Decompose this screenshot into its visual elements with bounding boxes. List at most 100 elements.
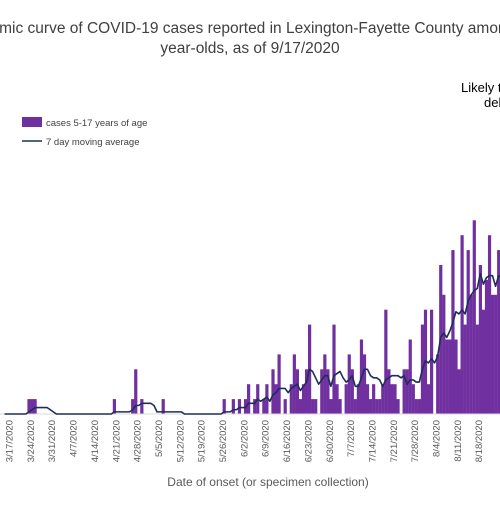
bar-day-144 bbox=[442, 294, 446, 414]
bar-day-123 bbox=[378, 399, 382, 414]
x-axis-label: Date of onset (or specimen collection) bbox=[167, 475, 368, 489]
bar-day-145 bbox=[445, 339, 449, 414]
bar-day-105 bbox=[323, 354, 327, 414]
x-tick-label: 7/28/2020 bbox=[410, 420, 421, 462]
bar-day-139 bbox=[426, 384, 431, 414]
bar-day-121 bbox=[372, 384, 376, 414]
bar-day-72 bbox=[222, 399, 226, 414]
x-tick-label: 3/17/2020 bbox=[5, 420, 16, 462]
bar-day-158 bbox=[484, 279, 489, 414]
bar-day-113 bbox=[347, 354, 351, 414]
x-tick-label: 5/5/2020 bbox=[154, 420, 165, 457]
bar-day-116 bbox=[356, 384, 360, 414]
bar-day-102 bbox=[314, 399, 318, 414]
chart-title-line-2: year-olds, as of 9/17/2020 bbox=[160, 40, 340, 57]
bar-day-120 bbox=[369, 399, 373, 414]
bar-day-124 bbox=[381, 384, 385, 414]
bar-day-77 bbox=[237, 399, 242, 414]
bar-day-127 bbox=[390, 384, 394, 414]
moving-average-line bbox=[4, 272, 500, 415]
bar-day-128 bbox=[393, 384, 397, 414]
bar-day-94 bbox=[289, 384, 293, 414]
x-tick-label: 5/19/2020 bbox=[197, 420, 208, 462]
bar-day-82 bbox=[253, 399, 257, 414]
bar-day-132 bbox=[405, 369, 409, 414]
bar-day-95 bbox=[292, 354, 296, 414]
bar-day-89 bbox=[274, 384, 278, 414]
annotation-line-1: Likely t bbox=[461, 80, 500, 95]
bar-day-154 bbox=[472, 220, 476, 414]
x-tick-label: 4/28/2020 bbox=[133, 420, 144, 462]
legend-bar-swatch bbox=[22, 117, 42, 127]
bar-day-86 bbox=[265, 384, 269, 414]
x-tick-label: 7/21/2020 bbox=[389, 420, 400, 462]
bar-day-140 bbox=[430, 309, 434, 414]
bar-day-101 bbox=[311, 399, 315, 414]
bar-day-108 bbox=[332, 324, 336, 414]
bar-day-159 bbox=[487, 235, 492, 414]
bar-day-151 bbox=[463, 324, 467, 414]
bar-day-10 bbox=[33, 399, 37, 414]
x-tick-labels: 3/17/2020 3/24/2020 3/31/2020 4/7/2020 4/14/… bbox=[5, 420, 486, 462]
bar-day-80 bbox=[247, 384, 251, 414]
x-tick-label: 3/31/2020 bbox=[47, 420, 58, 462]
x-tick-label: 6/16/2020 bbox=[282, 420, 293, 462]
bar-day-147 bbox=[451, 250, 455, 414]
x-tick-label: 6/9/2020 bbox=[261, 420, 272, 457]
bar-day-134 bbox=[411, 384, 415, 414]
bar-day-104 bbox=[320, 369, 324, 414]
bar-day-97 bbox=[298, 399, 303, 414]
bar-day-152 bbox=[466, 250, 470, 414]
bar-day-99 bbox=[304, 369, 309, 414]
bar-day-42 bbox=[131, 399, 135, 414]
x-tick-label: 6/2/2020 bbox=[239, 420, 250, 457]
legend-bar-label: cases 5-17 years of age bbox=[46, 118, 147, 129]
bar-day-136 bbox=[417, 399, 421, 414]
bar-day-115 bbox=[353, 399, 357, 414]
bar-day-118 bbox=[362, 354, 367, 414]
annotation-line-2: del bbox=[484, 95, 500, 110]
x-tick-label: 7/14/2020 bbox=[367, 420, 378, 462]
bar-day-126 bbox=[387, 369, 391, 414]
bar-day-155 bbox=[475, 324, 479, 414]
bar-day-85 bbox=[262, 399, 266, 414]
bar-day-122 bbox=[375, 399, 379, 414]
x-tick-label: 3/24/2020 bbox=[26, 420, 37, 462]
bar-day-107 bbox=[329, 399, 333, 414]
bar-day-112 bbox=[344, 384, 348, 414]
bar-day-43 bbox=[134, 369, 138, 414]
bar-day-157 bbox=[481, 309, 486, 414]
bars-group bbox=[27, 220, 500, 414]
x-tick-label: 6/23/2020 bbox=[303, 420, 314, 462]
x-tick-label: 7/7/2020 bbox=[346, 420, 357, 457]
bar-day-133 bbox=[408, 339, 412, 414]
bar-day-156 bbox=[478, 265, 482, 414]
x-tick-label: 4/14/2020 bbox=[90, 420, 101, 462]
bar-day-142 bbox=[436, 354, 440, 414]
x-tick-label: 4/7/2020 bbox=[69, 420, 80, 457]
bar-day-88 bbox=[271, 369, 275, 414]
bar-day-96 bbox=[295, 369, 299, 414]
bar-day-92 bbox=[283, 399, 287, 414]
bar-day-75 bbox=[231, 399, 235, 414]
x-tick-label: 6/30/2020 bbox=[325, 420, 336, 462]
bar-day-162 bbox=[497, 250, 500, 414]
x-tick-label: 5/12/2020 bbox=[175, 420, 186, 462]
bar-day-146 bbox=[448, 339, 452, 414]
x-tick-label: 4/21/2020 bbox=[111, 420, 122, 462]
bar-day-149 bbox=[457, 369, 461, 414]
bar-day-9 bbox=[30, 399, 34, 414]
bar-day-161 bbox=[494, 294, 498, 414]
bar-day-98 bbox=[301, 384, 306, 414]
bar-day-8 bbox=[27, 399, 31, 414]
bar-day-52 bbox=[161, 399, 165, 414]
chart-title-line-1: Epidemic curve of COVID-19 cases reporte… bbox=[0, 20, 500, 37]
bar-day-106 bbox=[326, 369, 330, 414]
bar-day-90 bbox=[277, 354, 281, 414]
x-tick-label: 8/4/2020 bbox=[432, 420, 443, 457]
bar-day-114 bbox=[350, 369, 354, 414]
legend-line-label: 7 day moving average bbox=[46, 137, 139, 148]
x-tick-label: 5/26/2020 bbox=[218, 420, 229, 462]
